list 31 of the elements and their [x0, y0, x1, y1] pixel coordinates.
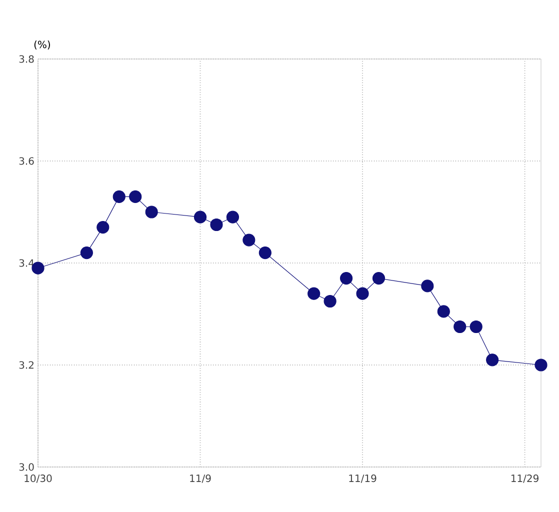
point — [80, 246, 93, 260]
point — [454, 320, 466, 334]
point — [486, 354, 499, 366]
y-tick-label: 3.0 — [19, 463, 34, 471]
point — [129, 190, 142, 203]
point — [242, 234, 256, 246]
point — [112, 190, 126, 203]
point — [210, 218, 223, 232]
point — [258, 246, 272, 260]
point — [534, 358, 548, 372]
x-tick-label: 11/9 — [190, 474, 211, 483]
y-tick-label: 3.2 — [19, 361, 34, 369]
point — [308, 287, 320, 300]
y-tick-label: 3.8 — [19, 55, 34, 63]
point — [340, 272, 353, 285]
point — [32, 262, 44, 274]
point — [437, 305, 450, 318]
point — [226, 210, 240, 224]
point — [96, 221, 110, 234]
x-tick-label: 11/29 — [511, 474, 538, 483]
x-tick-label: 10/30 — [24, 474, 52, 483]
y-axis-title: (%) — [34, 40, 50, 50]
y-tick-label: 3.6 — [19, 157, 34, 165]
point — [421, 280, 434, 292]
point — [470, 320, 482, 334]
point — [324, 294, 336, 308]
point — [372, 272, 386, 285]
point — [356, 287, 369, 300]
x-tick-label: 11/19 — [349, 474, 376, 483]
point — [145, 206, 158, 218]
point — [194, 210, 207, 224]
